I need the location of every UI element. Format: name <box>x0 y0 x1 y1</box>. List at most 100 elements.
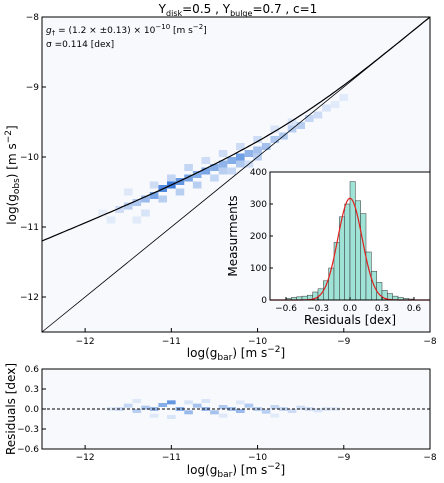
residual-heatmap-cell <box>330 407 340 411</box>
main-heatmap-cell <box>210 174 219 182</box>
main-heatmap-cell <box>123 202 133 210</box>
residual-heatmap-cell <box>167 400 176 405</box>
main-heatmap-cell <box>141 195 150 203</box>
main-heatmap-cell <box>253 136 262 143</box>
main-heatmap-cell <box>132 199 142 206</box>
main-heatmap-cell <box>296 122 305 129</box>
residual-x-tick-label: −12 <box>76 453 95 463</box>
inset-x-tick-label: 0.3 <box>375 304 389 314</box>
main-heatmap-cell <box>287 118 297 126</box>
inset-y-tick-label: 400 <box>250 168 267 178</box>
main-heatmap-cell <box>253 146 262 154</box>
main-heatmap-cell <box>106 216 116 224</box>
inset-x-tick-label: 0.6 <box>407 304 422 314</box>
residual-heatmap-cell <box>149 413 159 418</box>
main-heatmap-cell <box>115 206 124 213</box>
residual-heatmap-cell <box>218 405 228 409</box>
inset-x-tick-label: −0.3 <box>307 304 329 314</box>
inset-y-tick-label: 300 <box>250 200 267 210</box>
main-heatmap-cell <box>141 209 150 217</box>
histogram-bar <box>360 213 367 301</box>
main-y-tick-label: −10 <box>20 153 39 163</box>
residual-heatmap-cell <box>270 405 280 409</box>
residual-heatmap-cell <box>106 407 116 411</box>
main-x-ticks: −12 −11 −10 −9 −8 <box>76 328 437 347</box>
residual-heatmap-cell <box>132 399 142 403</box>
inset-y-tick-label: 0 <box>261 296 267 306</box>
main-x-tick-label: −8 <box>423 337 437 347</box>
main-heatmap-cell <box>313 111 323 119</box>
residual-y-tick-label: −0.6 <box>17 445 39 455</box>
main-heatmap-cell <box>339 94 349 101</box>
main-heatmap-cell <box>270 136 280 143</box>
main-x-label: log(gbar) [m s−2] <box>187 345 285 363</box>
main-heatmap-cell <box>158 195 168 203</box>
residual-heatmap-cell <box>296 405 305 410</box>
residual-heatmap-cell <box>227 407 236 411</box>
inset-histogram: −0.6 −0.3 0.0 0.3 0.6 0 100 200 300 400 Residual… <box>226 168 431 327</box>
residual-heatmap-cell <box>192 403 202 408</box>
inset-x-label: Residuals [dex] <box>304 313 396 327</box>
inset-x-tick-label: 0.0 <box>343 304 358 314</box>
annotation-sigma: σ =0.114 [dex] <box>46 40 114 50</box>
inset-y-ticks: 0 100 200 300 400 <box>250 168 273 306</box>
main-heatmap-cell <box>201 167 211 175</box>
main-heatmap-cell <box>201 157 211 164</box>
main-y-tick-label: −11 <box>20 223 39 233</box>
main-heatmap-cell <box>227 167 236 175</box>
main-heatmap-cell <box>244 150 254 157</box>
main-x-tick-label: −11 <box>162 337 181 347</box>
fit-curve <box>41 16 431 242</box>
chart-title: Ydisk=0.5 , Ybulge=0.7 , c=1 <box>158 2 318 18</box>
main-heatmap-cell <box>218 167 228 175</box>
main-heatmap-cell <box>236 160 245 168</box>
residual-heatmap-cell <box>201 407 211 411</box>
residual-heatmap-cell <box>270 413 280 418</box>
residual-heatmap-cell <box>132 409 142 413</box>
residual-x-tick-label: −8 <box>423 453 437 463</box>
main-heatmap-cell <box>167 174 176 182</box>
main-heatmap-cell <box>227 157 236 164</box>
main-x-tick-label: −10 <box>248 337 267 347</box>
main-heatmap-cell <box>322 104 331 112</box>
residual-x-tick-label: −9 <box>337 453 351 463</box>
residual-heatmap-cell <box>236 409 245 413</box>
residual-heatmap-cell <box>236 400 245 405</box>
main-heatmap-cell <box>149 181 159 189</box>
residual-heatmap-cell <box>141 405 150 410</box>
residual-heatmap-cell <box>184 410 193 415</box>
histogram-bar <box>344 203 351 301</box>
main-heatmap-cell <box>304 115 314 122</box>
residual-x-label: log(gbar) [m s−2] <box>187 462 285 480</box>
histogram-bar <box>328 267 335 301</box>
main-heatmap-cell <box>210 164 219 171</box>
residual-heatmap-cell <box>261 409 271 414</box>
histogram-bar <box>349 181 356 301</box>
residual-x-tick-label: −11 <box>162 453 181 463</box>
inset-bars <box>285 181 415 301</box>
inset-y-tick-label: 100 <box>250 264 267 274</box>
residual-heatmap-cell <box>123 403 133 408</box>
main-heatmap-cell <box>132 216 142 224</box>
residual-heatmap-cell <box>218 413 228 418</box>
main-heatmap-cell <box>270 125 280 133</box>
main-y-label: log(gobs) [m s−2] <box>4 125 22 224</box>
inset-x-ticks: −0.6 −0.3 0.0 0.3 0.6 <box>275 297 421 314</box>
main-heatmap-cell <box>330 101 340 108</box>
residual-heatmap-cell <box>313 408 323 413</box>
main-x-tick-label: −9 <box>337 337 351 347</box>
main-heatmap-cell <box>192 171 202 178</box>
main-y-ticks: −12 −11 −10 −9 −8 <box>20 13 46 303</box>
residual-y-tick-label: 0.6 <box>25 365 40 375</box>
residual-heatmap-cell <box>158 403 168 407</box>
main-x-tick-label: −12 <box>76 337 95 347</box>
residual-heatmap-cell <box>167 415 176 419</box>
residual-y-ticks: 0.6 0.3 0.0 −0.3 −0.6 <box>17 365 46 455</box>
residual-heatmap-cell <box>244 403 254 408</box>
residual-heatmap-cell <box>210 410 219 415</box>
main-heatmap-cell <box>236 143 245 150</box>
residual-heatmap-cell <box>184 400 193 405</box>
main-heatmap-cell <box>98 209 107 217</box>
residual-y-tick-label: 0.0 <box>25 405 40 415</box>
